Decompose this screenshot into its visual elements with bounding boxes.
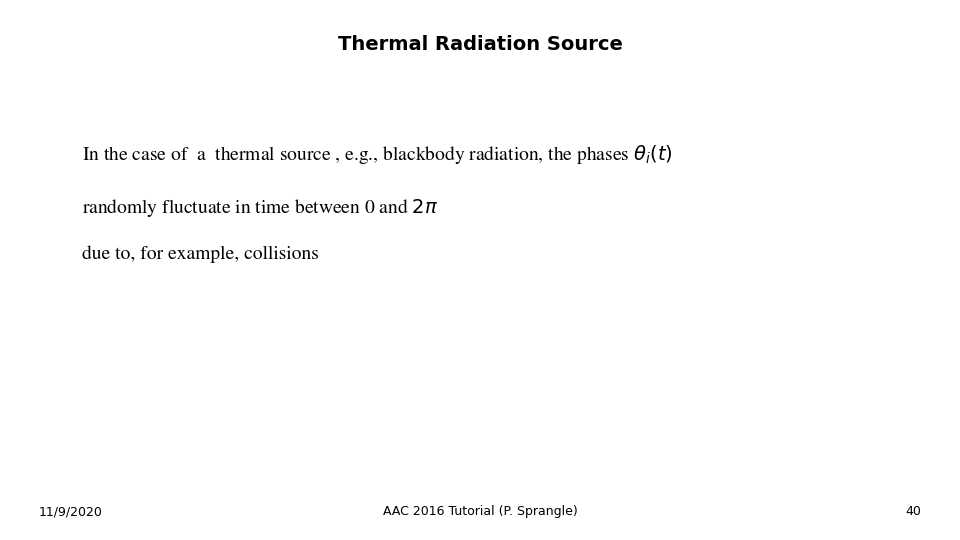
Text: AAC 2016 Tutorial (P. Sprangle): AAC 2016 Tutorial (P. Sprangle) [383, 505, 577, 518]
Text: In the case of  a  thermal source , e.g., blackbody radiation, the phases $\thet: In the case of a thermal source , e.g., … [82, 143, 672, 166]
Text: 40: 40 [905, 505, 922, 518]
Text: 11/9/2020: 11/9/2020 [38, 505, 103, 518]
Text: Thermal Radiation Source: Thermal Radiation Source [338, 35, 622, 54]
Text: due to, for example, collisions: due to, for example, collisions [82, 246, 319, 264]
Text: randomly fluctuate in time between 0 and $2\pi$: randomly fluctuate in time between 0 and… [82, 197, 438, 219]
